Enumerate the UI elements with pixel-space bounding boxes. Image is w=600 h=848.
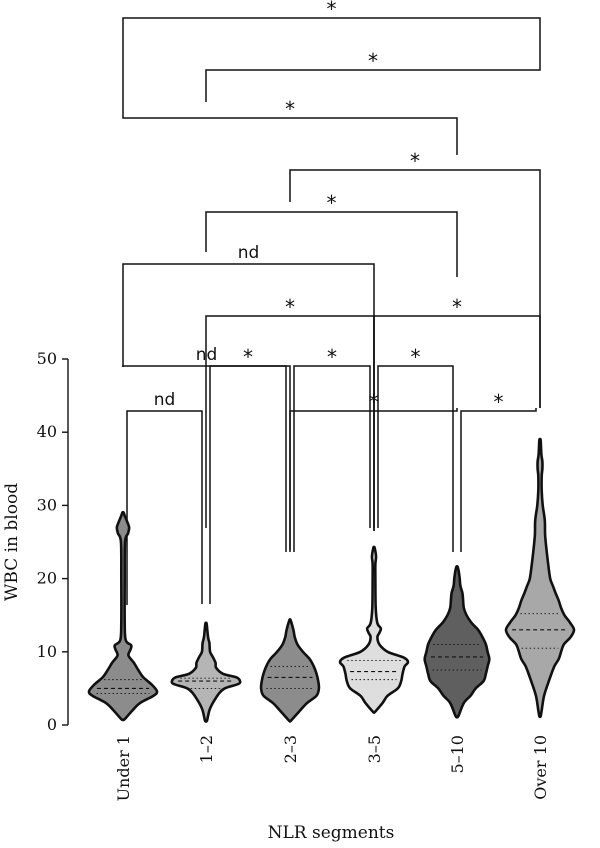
- violin-3: [259, 618, 321, 723]
- significance-star: *: [494, 390, 504, 414]
- x-tick-label: 5–10: [448, 735, 467, 774]
- bracket-line: [122, 263, 375, 531]
- y-tick-label: 30: [37, 495, 57, 514]
- violin-body: [87, 510, 159, 722]
- significance-star: *: [411, 345, 421, 369]
- significance-bracket: nd: [122, 243, 375, 531]
- significance-star: *: [410, 149, 420, 173]
- bracket-line: [289, 169, 541, 408]
- y-tick-label: 50: [37, 349, 57, 368]
- violin-5: [423, 565, 491, 719]
- significance-star: *: [452, 295, 462, 319]
- significance-bracket: *: [460, 390, 537, 552]
- significance-bracket: *: [122, 0, 541, 102]
- significance-bracket: *: [205, 191, 458, 277]
- significance-bracket: *: [122, 97, 458, 155]
- significance-bracket: *: [377, 345, 454, 552]
- significance-bracket: *: [205, 49, 541, 102]
- violin-4: [338, 545, 410, 714]
- x-tick-label: 2–3: [281, 735, 300, 763]
- x-tick-label: Under 1: [114, 735, 133, 801]
- x-tick-label: 3–5: [365, 735, 384, 763]
- significance-brackets: nd* * **nd** *nd*****: [122, 0, 541, 605]
- significance-star: *: [368, 49, 378, 73]
- bracket-line: [373, 315, 541, 528]
- violin-body: [504, 437, 576, 719]
- violin-2: [170, 621, 242, 723]
- significance-nd: nd: [154, 390, 176, 410]
- violin-body: [259, 618, 321, 723]
- y-tick-label: 10: [37, 642, 57, 661]
- y-tick-label: 40: [37, 422, 57, 441]
- bracket-line: [126, 410, 203, 605]
- x-tick-label: 1–2: [197, 735, 216, 763]
- bracket-line: [205, 211, 458, 277]
- violin-6: [504, 437, 576, 719]
- y-tick-label: 20: [37, 569, 57, 588]
- bracket-line: [122, 17, 541, 102]
- bracket-line: [209, 365, 287, 604]
- significance-nd: nd: [238, 243, 260, 263]
- significance-star: *: [327, 0, 337, 21]
- y-axis-label: WBC in blood: [2, 483, 22, 601]
- significance-star: *: [285, 97, 295, 121]
- bracket-line: [377, 365, 454, 552]
- significance-star: *: [243, 345, 253, 369]
- significance-bracket: nd: [126, 390, 203, 605]
- significance-bracket: *: [209, 345, 287, 604]
- violins: [87, 437, 576, 723]
- significance-star: *: [285, 295, 295, 319]
- bracket-line: [205, 57, 541, 102]
- significance-bracket: *: [289, 149, 541, 408]
- significance-star: *: [327, 345, 337, 369]
- x-tick-label: Over 10: [531, 735, 550, 800]
- axes: WBC in blood NLR segments 0 10 20 30 40 50 Und…: [2, 349, 550, 843]
- violin-body: [338, 545, 410, 714]
- violin-body: [423, 565, 491, 719]
- x-axis-label: NLR segments: [268, 823, 395, 843]
- y-tick-label: 0: [47, 715, 57, 734]
- violin-body: [170, 621, 242, 723]
- violin-1: [87, 510, 159, 722]
- significance-bracket: *: [293, 345, 371, 552]
- bracket-line: [293, 365, 371, 552]
- bracket-line: [460, 408, 537, 552]
- bracket-line: [122, 102, 458, 155]
- significance-star: *: [327, 191, 337, 215]
